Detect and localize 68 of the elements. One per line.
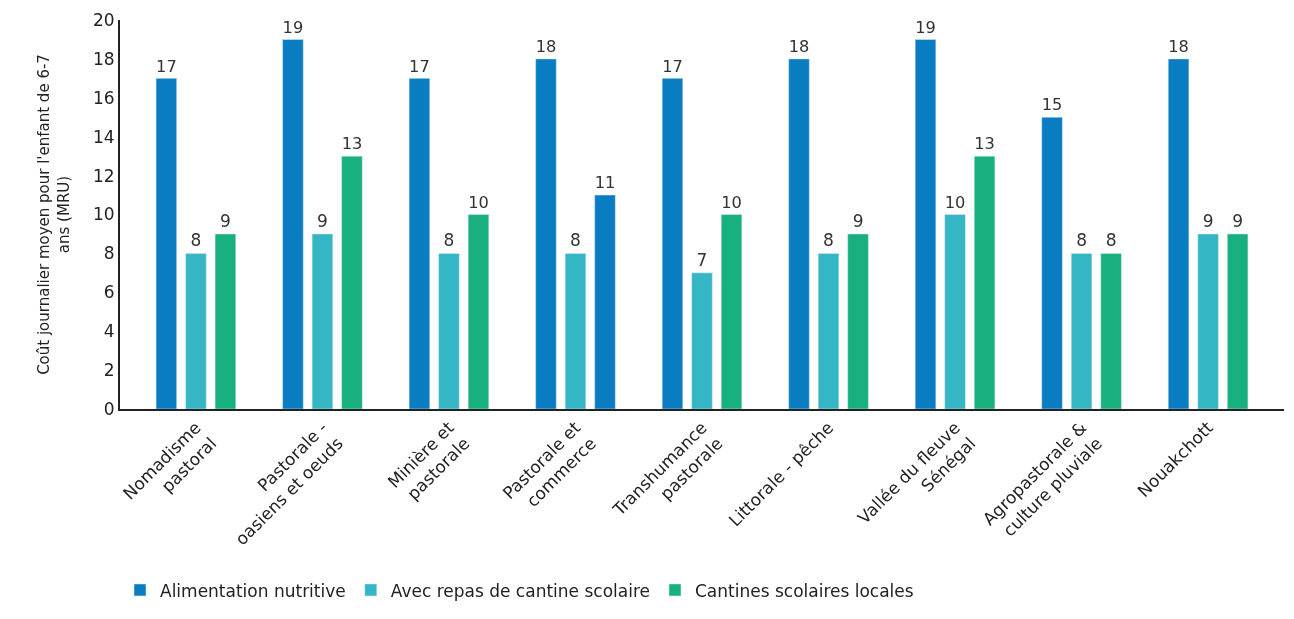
bar (1167, 58, 1190, 409)
data-label: 8 (1076, 230, 1087, 251)
data-label: 9 (852, 210, 864, 231)
bar (341, 155, 363, 409)
data-label: 9 (1202, 210, 1214, 231)
data-label: 18 (788, 37, 810, 57)
bar (691, 272, 713, 409)
bar (1197, 233, 1219, 409)
data-label: 15 (1041, 95, 1063, 115)
data-label: 7 (696, 249, 708, 270)
legend-label: Cantines scolaires locales (694, 580, 914, 601)
y-tick-label: 0 (103, 398, 115, 419)
bar (1227, 233, 1249, 409)
data-label: 18 (1168, 37, 1189, 57)
data-label: 10 (468, 192, 489, 212)
data-label: 9 (1232, 210, 1244, 231)
data-label: 19 (915, 17, 936, 37)
bar (282, 39, 304, 409)
y-tick-label: 14 (92, 126, 115, 147)
data-label: 13 (341, 134, 363, 154)
legend-label: Alimentation nutritive (160, 580, 346, 601)
bar (944, 214, 966, 409)
bar (720, 214, 743, 409)
y-tick-label: 4 (103, 321, 115, 342)
y-tick-label: 20 (92, 9, 115, 30)
data-label: 8 (1105, 230, 1117, 251)
bar (185, 253, 207, 409)
bar (535, 58, 557, 409)
bar (155, 78, 177, 409)
y-tick-label: 6 (103, 282, 115, 303)
data-label: 17 (156, 56, 177, 76)
bar (214, 233, 237, 409)
data-label: 10 (721, 192, 742, 212)
data-label: 17 (409, 56, 430, 76)
bar (1041, 117, 1063, 409)
y-tick-label: 12 (92, 165, 115, 186)
data-label: 8 (570, 230, 581, 251)
bar (914, 39, 937, 409)
data-label: 9 (220, 210, 231, 231)
y-tick-label: 18 (92, 48, 115, 69)
bar (661, 78, 684, 409)
bar (438, 253, 460, 409)
bar (847, 233, 869, 409)
bar (1100, 253, 1122, 409)
data-label: 13 (974, 134, 995, 154)
bar (973, 155, 996, 409)
data-label: 18 (535, 37, 557, 57)
y-axis-title: Coût journalier moyen pour l'enfant de 6-7 ans (MRU) (35, 54, 73, 375)
data-label: 9 (317, 210, 328, 231)
data-label: 19 (282, 17, 304, 37)
data-label: 8 (443, 230, 455, 251)
bar (564, 253, 587, 409)
bar (408, 78, 431, 409)
bar (817, 253, 840, 409)
data-label: 17 (662, 56, 683, 76)
y-tick-label: 16 (92, 87, 115, 108)
data-label: 11 (594, 173, 616, 193)
data-label: 8 (823, 230, 834, 251)
y-tick-label: 10 (92, 204, 115, 225)
data-label: 10 (944, 192, 966, 212)
bar (467, 214, 490, 409)
y-tick-label: 8 (103, 243, 115, 264)
bar (1070, 253, 1093, 409)
bar (788, 58, 810, 409)
legend-label: Avec repas de cantine scolaire (390, 580, 650, 601)
y-tick-label: 2 (103, 360, 115, 381)
bar (311, 233, 334, 409)
data-label: 8 (190, 230, 202, 251)
